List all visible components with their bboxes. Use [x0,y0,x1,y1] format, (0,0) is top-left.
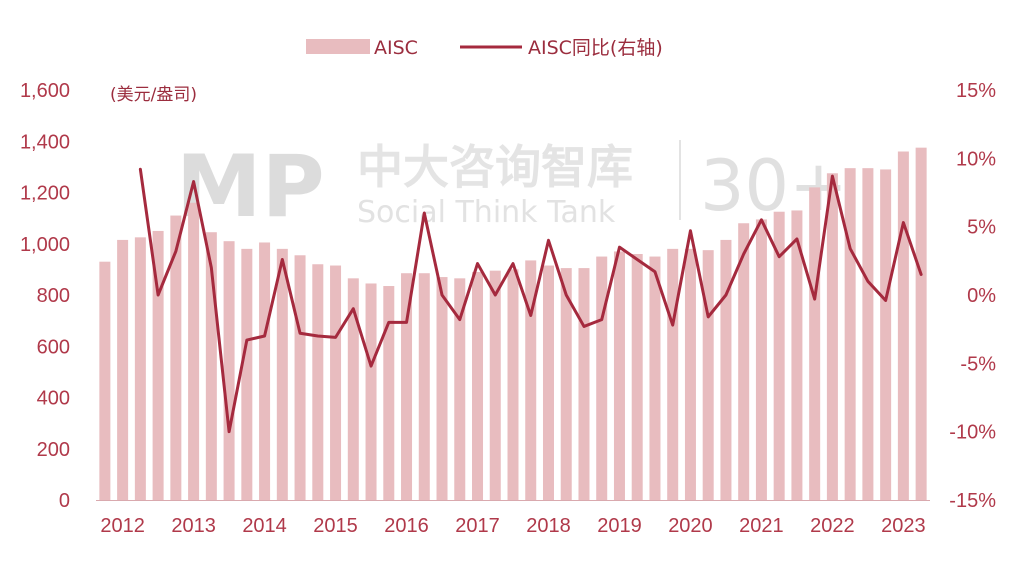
legend-label-yoy: AISC同比(右轴) [528,37,663,59]
line-group [138,167,923,434]
x-tick-2021: 2021 [739,515,784,537]
y-right-tick-1: -10% [949,422,996,444]
bar-aisc-32 [667,248,679,500]
bar-aisc-0 [99,261,111,500]
bar-aisc-46 [915,147,927,500]
y-right-tick-4: 5% [967,217,996,239]
bar-aisc-3 [152,230,164,500]
x-tick-2018: 2018 [526,515,571,537]
bar-aisc-6 [205,232,217,500]
bar-aisc-11 [294,255,306,500]
bar-aisc-10 [276,248,288,500]
bar-aisc-23 [507,269,519,501]
y-left-tick-1: 200 [37,439,70,461]
y-right-tick-5: 10% [956,148,996,170]
x-tick-2019: 2019 [597,515,642,537]
x-tick-2012: 2012 [100,515,145,537]
bar-aisc-22 [489,270,501,500]
y-left-tick-0: 0 [59,490,70,512]
legend-bar-swatch [306,39,370,54]
bar-aisc-36 [738,223,750,500]
y-left-tick-6: 1,200 [20,183,70,205]
x-tick-2014: 2014 [242,515,287,537]
x-tick-2020: 2020 [668,515,713,537]
watermark: MP 中大咨询智库 Social Think Tank 30+ [176,137,848,237]
y-left-tick-7: 1,400 [20,131,70,153]
legend: AISC AISC同比(右轴) [306,37,663,59]
bar-aisc-41 [826,173,838,500]
bar-aisc-15 [365,283,377,500]
bar-aisc-33 [684,248,696,500]
bar-aisc-29 [613,251,625,500]
bar-aisc-7 [223,241,235,500]
bar-aisc-27 [578,268,590,500]
bar-aisc-42 [844,168,856,500]
bars-group [99,147,927,501]
bar-aisc-34 [702,250,714,500]
x-tick-2016: 2016 [384,515,429,537]
bar-aisc-12 [312,264,324,500]
bar-aisc-45 [897,151,909,500]
watermark-title: 中大咨询智库 [357,140,633,194]
x-axis: 2012 2013 2014 2015 2016 2017 2018 2019 2020 2021… [96,500,930,537]
x-tick-2022: 2022 [810,515,855,537]
bar-aisc-43 [862,168,874,500]
bar-aisc-19 [436,277,448,500]
bar-aisc-37 [755,219,767,500]
bar-aisc-4 [170,215,182,500]
bar-aisc-28 [596,256,608,500]
x-tick-2013: 2013 [171,515,216,537]
bar-aisc-17 [401,273,413,500]
bar-aisc-24 [525,260,537,500]
bar-aisc-18 [418,273,430,500]
bar-aisc-21 [472,271,484,500]
x-tick-2015: 2015 [313,515,358,537]
y-left-tick-4: 800 [37,285,70,307]
bar-aisc-26 [560,268,572,500]
y-left-tick-5: 1,000 [20,234,70,256]
bar-aisc-14 [347,278,359,500]
line-yoy [138,167,923,434]
y-right-tick-2: -5% [960,353,996,375]
y-left-tick-8: 1,600 [20,80,70,102]
bar-aisc-40 [809,187,821,501]
x-tick-2023: 2023 [881,515,926,537]
bar-aisc-1 [117,239,129,500]
bar-aisc-38 [773,211,785,500]
bar-aisc-2 [134,237,146,500]
y-right-tick-0: -15% [949,490,996,512]
bar-aisc-31 [649,256,661,500]
bar-aisc-39 [791,210,803,500]
unit-label: (美元/盎司) [110,85,197,105]
left-axis: 0 200 400 600 800 1,000 1,200 1,400 1,600 [20,80,70,512]
y-right-tick-3: 0% [967,285,996,307]
bar-aisc-16 [383,286,395,500]
legend-label-aisc: AISC [374,37,418,59]
bar-aisc-25 [542,265,554,500]
x-tick-2017: 2017 [455,515,500,537]
y-left-tick-3: 600 [37,336,70,358]
bar-aisc-13 [330,265,342,500]
bar-aisc-35 [720,239,732,500]
bar-aisc-30 [631,254,643,500]
bar-aisc-20 [454,278,466,500]
y-left-tick-2: 400 [37,388,70,410]
bar-aisc-44 [880,169,892,500]
bar-aisc-9 [259,242,271,500]
bar-aisc-8 [241,248,253,500]
bar-aisc-5 [188,202,200,500]
watermark-subtitle: Social Think Tank [357,195,616,230]
right-axis: -15% -10% -5% 0% 5% 10% 15% [949,80,996,512]
y-right-tick-6: 15% [956,80,996,102]
